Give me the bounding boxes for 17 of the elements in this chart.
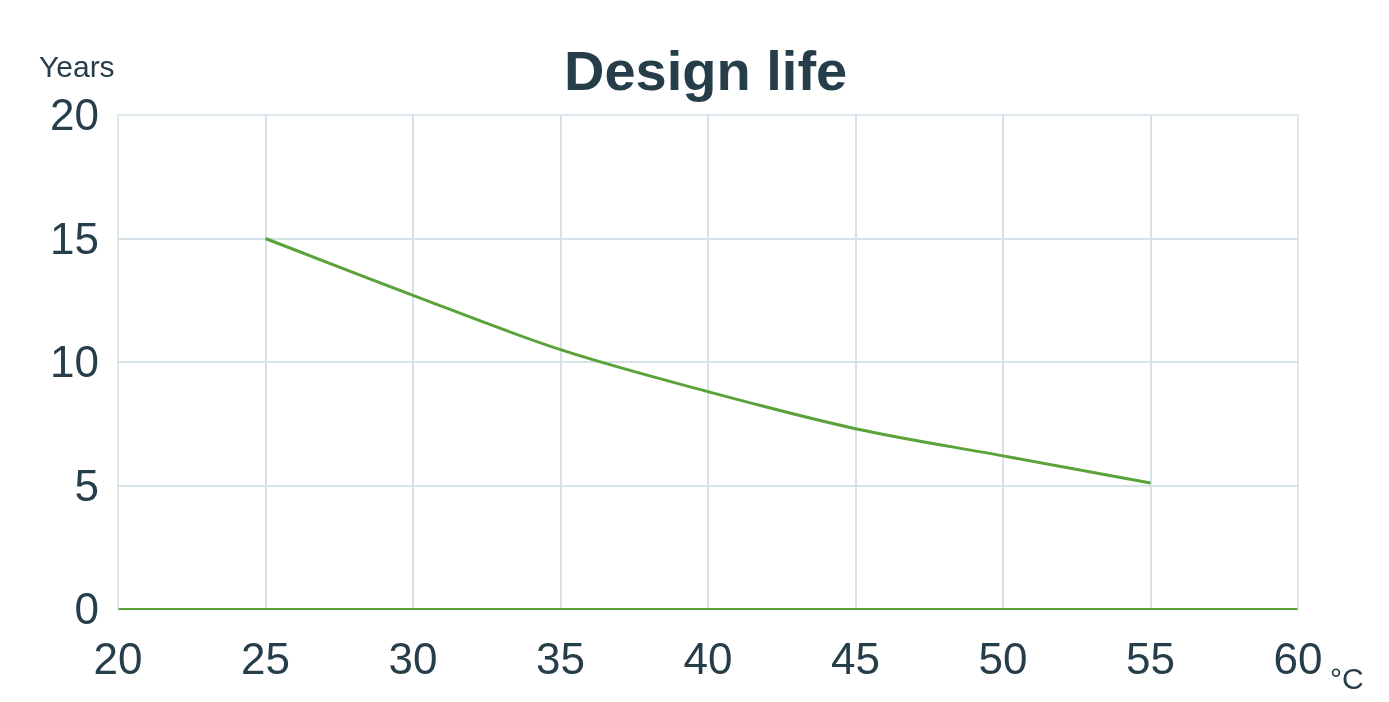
y-tick-label: 15 <box>50 213 99 263</box>
x-tick-label: 30 <box>388 634 438 683</box>
y-tick-label: 5 <box>74 460 99 510</box>
y-tick-label: 10 <box>50 337 99 387</box>
x-tick-label: 60 <box>1273 634 1323 683</box>
line-series <box>264 237 1152 485</box>
x-axis-title: °C <box>1330 662 1364 695</box>
y-axis-title: Years <box>39 50 115 83</box>
x-tick-label: 35 <box>536 634 585 683</box>
y-tick-label: 20 <box>50 90 99 140</box>
chart-title: Design life <box>564 38 848 102</box>
x-tick-label: 40 <box>683 634 733 683</box>
x-tick-label: 45 <box>831 634 880 683</box>
y-tick-label: 0 <box>74 584 99 634</box>
x-tick-label: 25 <box>241 634 290 683</box>
x-tick-label: 50 <box>978 634 1028 683</box>
x-tick-label: 55 <box>1126 634 1175 683</box>
